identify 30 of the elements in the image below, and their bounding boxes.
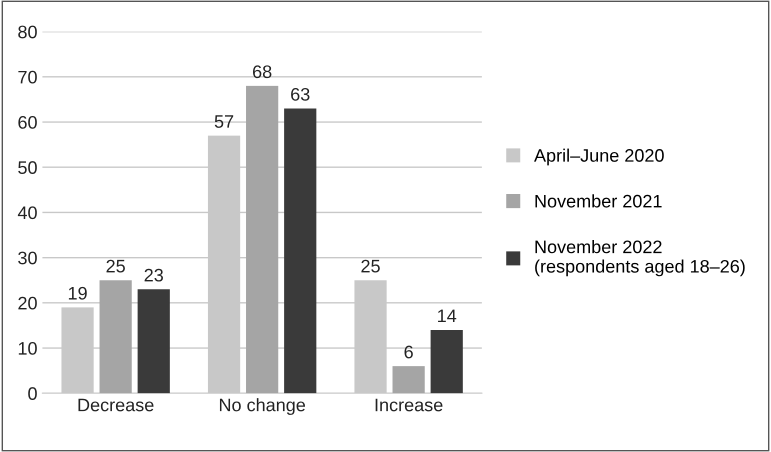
x-tick-label: Increase (376, 398, 442, 412)
data-label: 19 (68, 286, 87, 300)
data-label: 57 (214, 115, 234, 128)
x-tick-label: Decrease (78, 398, 154, 412)
y-tick-label: 0 (28, 387, 37, 400)
legend-label: November 2022 (respondents aged 18–26) (535, 240, 745, 276)
y-tick-label: 50 (18, 161, 37, 174)
bar (246, 86, 278, 394)
y-tick-label: 30 (18, 252, 37, 264)
bar (430, 330, 463, 394)
bar (100, 280, 132, 394)
legend-label: November 2021 (535, 194, 662, 208)
y-tick-label: 60 (18, 116, 37, 129)
y-tick-label: 70 (18, 70, 37, 84)
data-label: 14 (438, 310, 456, 322)
data-label: 63 (291, 88, 310, 101)
x-tick-label: No change (220, 398, 306, 415)
y-tick-label: 10 (18, 342, 37, 355)
y-tick-label: 40 (18, 206, 37, 220)
bar (392, 366, 425, 394)
y-tick-label: 80 (18, 26, 37, 38)
y-tick-label: 20 (18, 296, 37, 310)
bar (138, 289, 170, 394)
legend-label: April–June 2020 (534, 148, 664, 166)
data-label: 68 (253, 65, 272, 78)
bar (284, 108, 316, 394)
data-label: 23 (144, 268, 163, 282)
data-label: 25 (106, 260, 125, 273)
data-label: 25 (361, 260, 380, 273)
data-label: 6 (404, 346, 413, 358)
